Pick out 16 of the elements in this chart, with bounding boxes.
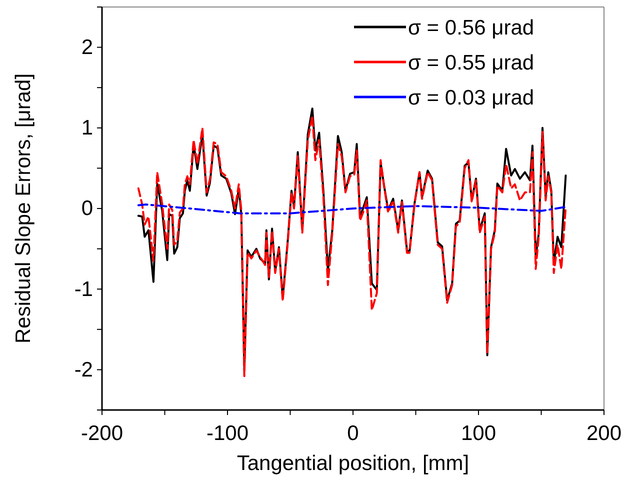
x-axis-title: Tangential position, [mm] — [236, 452, 470, 475]
y-tick-label: 0 — [81, 197, 93, 220]
x-tick-label: 200 — [586, 422, 622, 445]
y-tick-label: 1 — [81, 116, 93, 140]
y-axis-title: Residual Slope Errors, [μrad] — [12, 73, 35, 344]
x-tick-label: -100 — [206, 422, 249, 445]
legend-label: σ = 0.03 μrad — [408, 86, 534, 110]
legend-label: σ = 0.56 μrad — [408, 16, 534, 40]
x-tick-label: -200 — [80, 422, 124, 445]
line-series — [137, 203, 567, 214]
y-tick-label: -2 — [74, 358, 93, 382]
y-tick-label: 2 — [81, 36, 93, 60]
x-tick-label: 100 — [460, 422, 496, 445]
legend-label: σ = 0.55 μrad — [408, 51, 534, 74]
x-tick-label: 0 — [347, 422, 359, 445]
y-tick-label: -1 — [74, 278, 93, 301]
